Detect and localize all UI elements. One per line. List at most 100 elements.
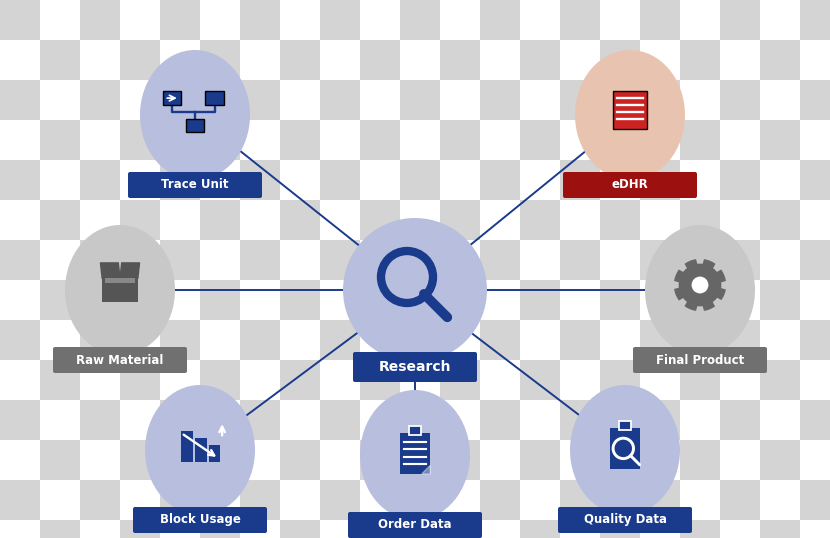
Bar bbox=[80, 0, 120, 40]
Bar bbox=[480, 520, 520, 538]
Bar bbox=[0, 320, 40, 360]
Bar bbox=[80, 160, 120, 200]
Bar bbox=[240, 0, 280, 40]
Bar bbox=[280, 320, 320, 360]
Bar bbox=[720, 360, 760, 400]
Bar bbox=[520, 360, 560, 400]
Bar bbox=[480, 440, 520, 480]
Bar bbox=[0, 200, 40, 240]
Bar bbox=[400, 240, 440, 280]
Bar bbox=[680, 240, 720, 280]
Bar bbox=[360, 160, 400, 200]
FancyBboxPatch shape bbox=[563, 172, 697, 198]
Bar bbox=[440, 120, 480, 160]
FancyBboxPatch shape bbox=[128, 172, 262, 198]
Bar bbox=[160, 520, 200, 538]
Bar bbox=[120, 400, 160, 440]
Bar bbox=[280, 280, 320, 320]
Bar bbox=[320, 360, 360, 400]
Bar bbox=[640, 0, 680, 40]
Bar bbox=[120, 320, 160, 360]
Bar bbox=[200, 200, 240, 240]
Bar bbox=[181, 431, 193, 462]
Bar bbox=[800, 520, 830, 538]
Bar bbox=[160, 200, 200, 240]
Bar bbox=[800, 240, 830, 280]
Bar bbox=[240, 480, 280, 520]
Bar bbox=[440, 0, 480, 40]
Bar bbox=[600, 120, 640, 160]
Ellipse shape bbox=[343, 218, 487, 362]
Bar bbox=[560, 40, 600, 80]
Bar bbox=[80, 240, 120, 280]
FancyBboxPatch shape bbox=[558, 507, 692, 533]
Bar bbox=[600, 200, 640, 240]
Bar bbox=[720, 280, 760, 320]
Bar bbox=[409, 426, 421, 435]
Bar bbox=[200, 360, 240, 400]
Bar bbox=[480, 200, 520, 240]
Bar bbox=[240, 440, 280, 480]
Bar bbox=[760, 400, 800, 440]
Bar bbox=[360, 80, 400, 120]
Bar bbox=[280, 440, 320, 480]
Bar bbox=[760, 160, 800, 200]
Bar bbox=[800, 200, 830, 240]
Text: Raw Material: Raw Material bbox=[76, 353, 164, 366]
Bar bbox=[520, 120, 560, 160]
Bar bbox=[400, 520, 440, 538]
Bar bbox=[80, 400, 120, 440]
Bar bbox=[480, 120, 520, 160]
Bar bbox=[480, 80, 520, 120]
Bar bbox=[640, 360, 680, 400]
Bar bbox=[200, 480, 240, 520]
Bar bbox=[40, 120, 80, 160]
Text: Block Usage: Block Usage bbox=[159, 513, 241, 527]
FancyBboxPatch shape bbox=[186, 118, 204, 132]
Bar bbox=[720, 440, 760, 480]
Bar bbox=[560, 200, 600, 240]
Bar bbox=[480, 360, 520, 400]
Ellipse shape bbox=[65, 225, 175, 355]
Bar bbox=[280, 0, 320, 40]
Bar bbox=[40, 40, 80, 80]
Bar bbox=[360, 40, 400, 80]
Bar bbox=[120, 440, 160, 480]
Bar bbox=[360, 440, 400, 480]
Bar bbox=[680, 360, 720, 400]
Bar bbox=[760, 480, 800, 520]
Bar bbox=[480, 0, 520, 40]
Bar bbox=[440, 240, 480, 280]
Bar bbox=[440, 480, 480, 520]
Bar bbox=[640, 200, 680, 240]
Bar bbox=[800, 120, 830, 160]
Ellipse shape bbox=[645, 225, 755, 355]
Ellipse shape bbox=[575, 50, 685, 180]
Bar bbox=[360, 320, 400, 360]
Bar bbox=[480, 320, 520, 360]
Bar bbox=[360, 240, 400, 280]
Bar bbox=[800, 400, 830, 440]
Bar bbox=[600, 480, 640, 520]
Bar bbox=[440, 200, 480, 240]
FancyBboxPatch shape bbox=[163, 91, 182, 105]
Bar bbox=[320, 120, 360, 160]
Bar bbox=[800, 280, 830, 320]
FancyBboxPatch shape bbox=[53, 347, 187, 373]
Bar bbox=[610, 428, 640, 469]
Bar bbox=[320, 520, 360, 538]
Bar bbox=[400, 480, 440, 520]
Bar bbox=[560, 480, 600, 520]
Bar bbox=[160, 360, 200, 400]
Bar bbox=[200, 240, 240, 280]
Bar bbox=[760, 320, 800, 360]
FancyBboxPatch shape bbox=[633, 347, 767, 373]
Text: Final Product: Final Product bbox=[656, 353, 745, 366]
Ellipse shape bbox=[360, 390, 470, 520]
Bar bbox=[360, 480, 400, 520]
Bar bbox=[80, 120, 120, 160]
Bar bbox=[160, 240, 200, 280]
Bar bbox=[480, 280, 520, 320]
Bar bbox=[360, 120, 400, 160]
Bar bbox=[40, 440, 80, 480]
